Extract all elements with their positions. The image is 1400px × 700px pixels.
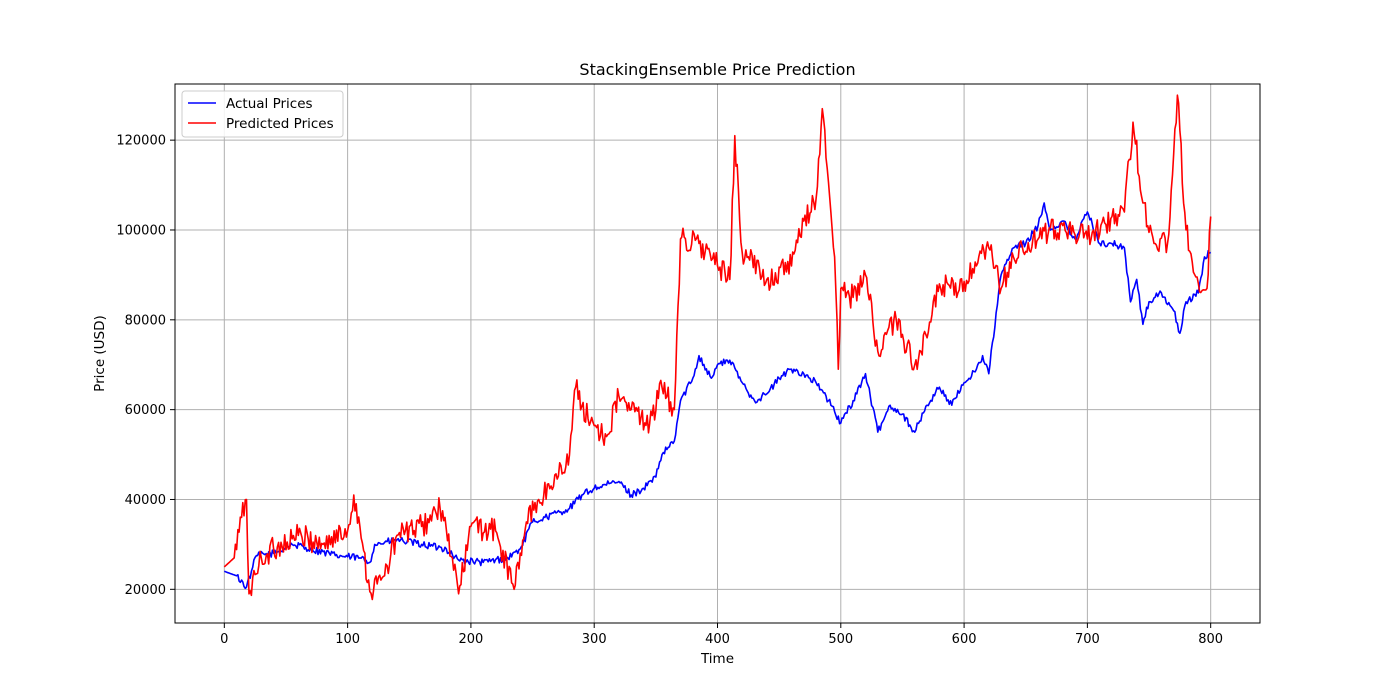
series-line-0 [224,202,1212,590]
x-tick-label: 600 [952,632,977,647]
series-line-1 [223,94,1212,601]
y-tick-label: 80000 [125,313,166,328]
x-tick-label: 100 [335,632,360,647]
legend-label: Predicted Prices [226,116,334,132]
y-tick-label: 60000 [125,403,166,418]
y-tick-label: 40000 [125,493,166,508]
x-axis: 0 100 200 300 400 500 600 700 800 [220,623,1223,647]
x-tick-label: 200 [458,632,483,647]
x-tick-label: 800 [1198,632,1223,647]
x-tick-label: 300 [582,632,607,647]
y-axis-label: Price (USD) [92,315,108,392]
y-axis: 20000 40000 60000 80000 100000 120000 [116,134,175,598]
x-axis-label: Time [700,651,734,667]
legend: Actual Prices Predicted Prices [181,90,344,138]
legend-box [181,90,344,138]
y-tick-label: 120000 [116,134,166,149]
grid [175,84,1260,623]
x-tick-label: 0 [220,632,228,647]
legend-label: Actual Prices [226,96,313,112]
chart-title: StackingEnsemble Price Prediction [579,60,855,79]
series-layer [223,94,1212,601]
y-tick-label: 100000 [116,223,166,238]
x-tick-label: 400 [705,632,730,647]
x-tick-label: 700 [1075,632,1100,647]
y-tick-label: 20000 [125,583,166,598]
x-tick-label: 500 [828,632,853,647]
